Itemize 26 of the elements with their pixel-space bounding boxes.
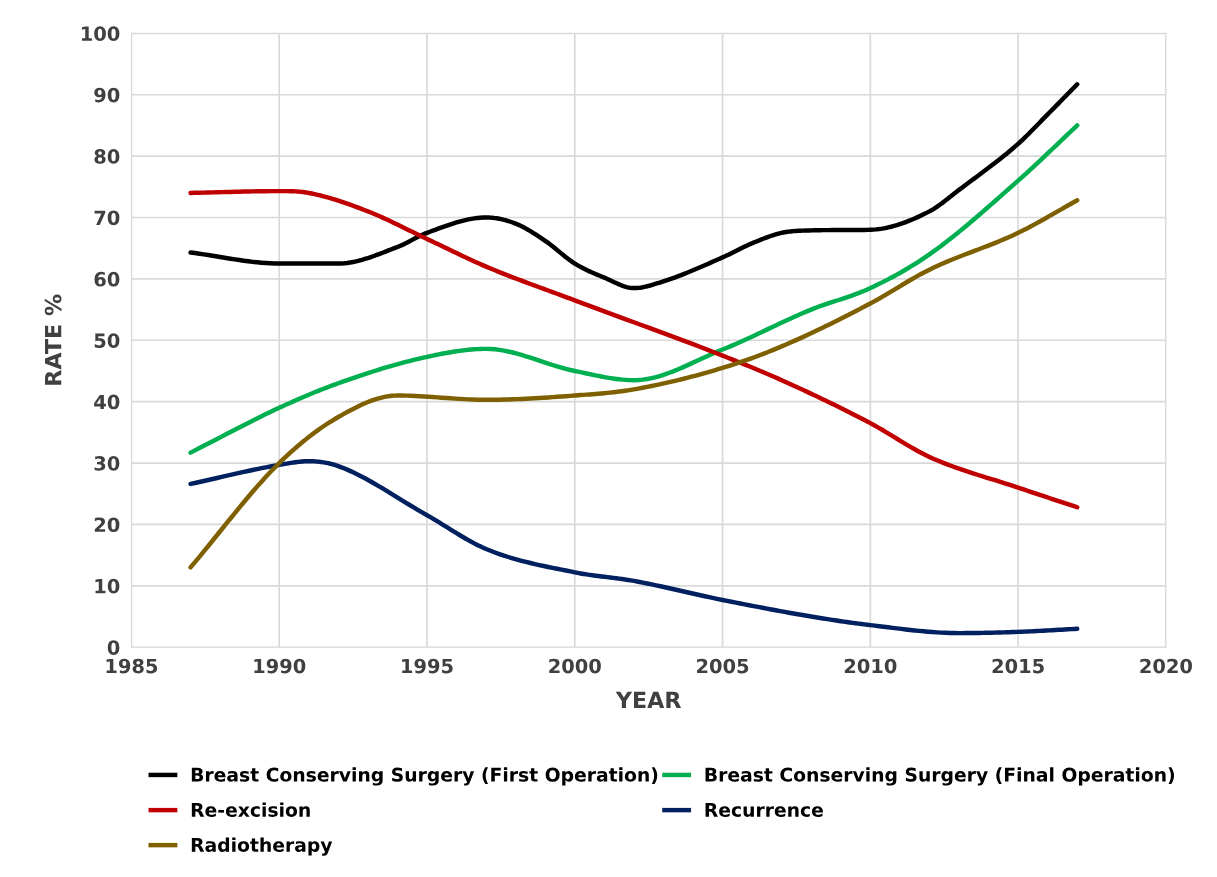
- y-tick-label: 40: [94, 394, 120, 410]
- x-tick-label: 1985: [106, 658, 158, 674]
- y-tick-label: 90: [94, 87, 120, 103]
- x-tick-label: 1995: [402, 658, 453, 674]
- x-tick-label: 1990: [254, 658, 306, 674]
- y-tick-label: 100: [81, 26, 120, 41]
- legend-label: Breast Conserving Surgery (Final Operation): [705, 767, 1174, 786]
- y-tick-label: 80: [94, 149, 120, 164]
- y-tick-label: 20: [94, 517, 120, 533]
- y-tick-label: 30: [94, 456, 120, 471]
- x-tick-label: 2015: [992, 658, 1044, 674]
- y-tick-label: 60: [94, 271, 120, 287]
- x-tick-label: 2000: [549, 658, 601, 674]
- x-tick-label: 2010: [844, 658, 897, 674]
- legend-label: Recurrence: [705, 803, 823, 817]
- y-tick-label: 50: [94, 333, 120, 348]
- y-tick-label: 70: [94, 210, 120, 226]
- legend-label: Radiotherapy: [191, 837, 333, 856]
- y-tick-label: 10: [95, 578, 120, 594]
- y-axis-title: RATE %: [44, 294, 62, 385]
- x-axis-title: YEAR: [615, 691, 682, 708]
- legend-label: Breast Conserving Surgery (First Operation): [191, 767, 658, 786]
- x-tick-label: 2005: [697, 658, 749, 674]
- y-tick-label: 0: [107, 640, 120, 655]
- x-tick-label: 2020: [1140, 658, 1193, 674]
- legend-label: Re-excision: [191, 802, 310, 817]
